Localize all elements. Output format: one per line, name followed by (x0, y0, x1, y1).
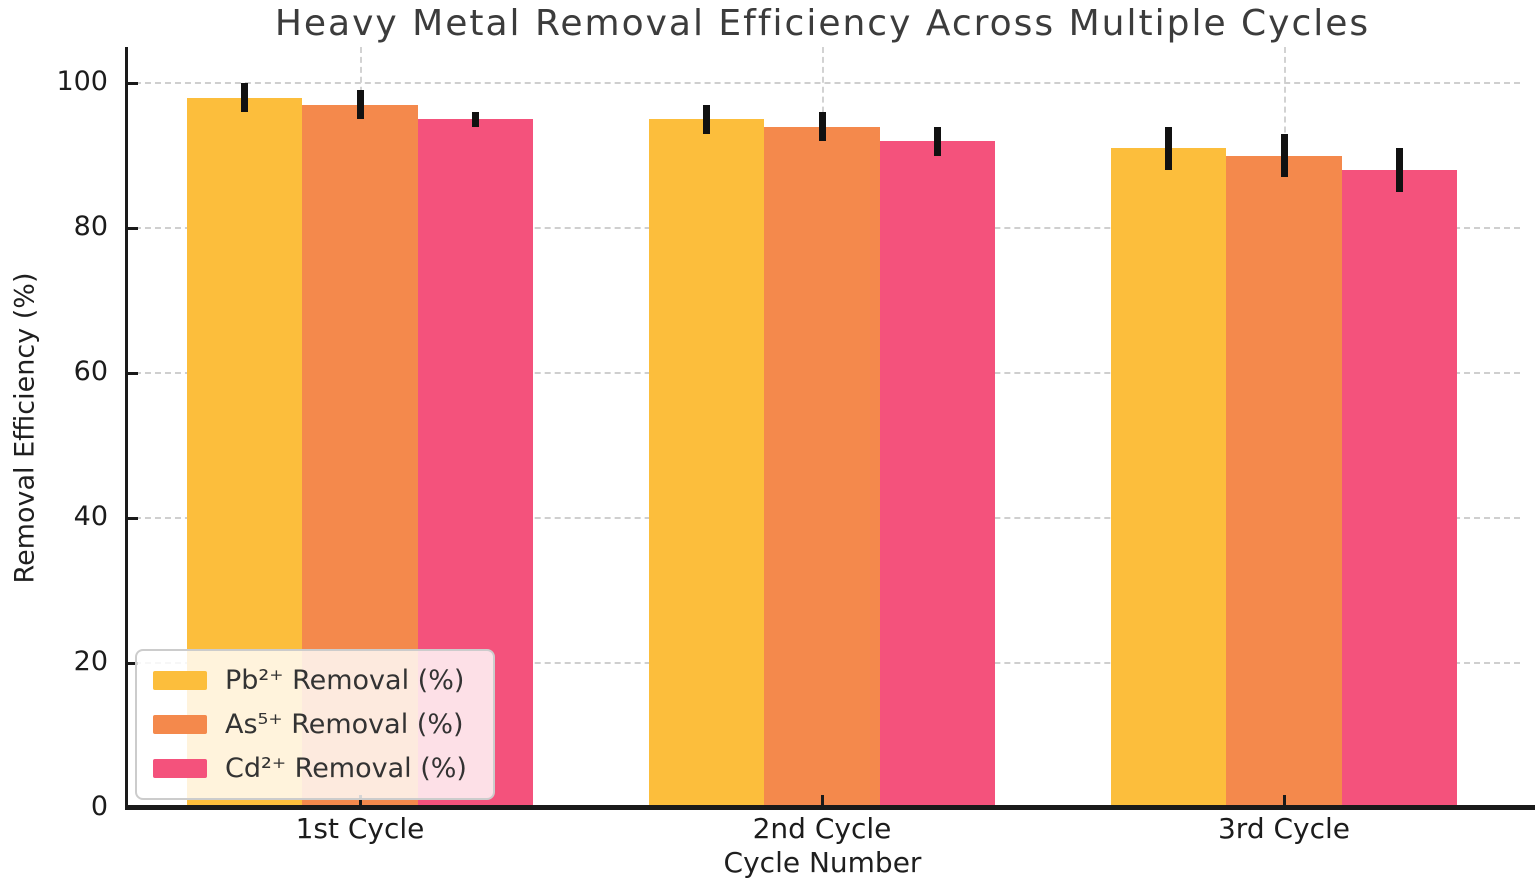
y-tick-label: 80 (73, 211, 108, 243)
error-bar (703, 104, 710, 134)
y-tick-mark (125, 81, 138, 85)
y-tick-mark (125, 371, 138, 375)
chart-title: Heavy Metal Removal Efficiency Across Mu… (274, 3, 1371, 44)
y-axis-label: Removal Efficiency (%) (9, 272, 41, 584)
bar (648, 119, 765, 808)
bar (1341, 170, 1458, 808)
legend-swatch (153, 671, 207, 690)
y-axis-spine (125, 47, 128, 808)
legend-item: Cd²⁺ Removal (%) (153, 753, 467, 784)
legend-swatch (153, 759, 207, 778)
x-axis-spine (125, 805, 1535, 810)
x-tick-label: 3rd Cycle (1217, 812, 1351, 845)
x-tick-mark (1282, 795, 1286, 808)
bar (1110, 148, 1227, 808)
y-tick-mark (125, 661, 138, 665)
error-bar (1396, 148, 1403, 192)
bar (764, 126, 880, 808)
x-tick-mark (358, 795, 362, 808)
y-tick-mark (125, 806, 138, 810)
error-bar (241, 83, 248, 113)
error-bar (1280, 133, 1288, 178)
legend-item: As⁵⁺ Removal (%) (153, 709, 467, 740)
error-bar (934, 126, 941, 156)
error-bar (1165, 126, 1172, 171)
y-tick-mark (125, 226, 138, 230)
error-bar (472, 112, 479, 127)
x-tick-mark (820, 795, 824, 808)
x-tick-label: 2nd Cycle (752, 812, 892, 845)
y-tick-label: 100 (56, 66, 108, 98)
x-axis-label: Cycle Number (723, 846, 922, 879)
legend-label: As⁵⁺ Removal (%) (225, 709, 464, 740)
y-tick-mark (125, 516, 138, 520)
bar (1226, 155, 1342, 808)
error-bar (356, 90, 364, 120)
legend-swatch (153, 715, 207, 734)
y-tick-label: 40 (73, 501, 108, 533)
bar (879, 141, 996, 808)
x-tick-label: 1st Cycle (295, 812, 425, 845)
y-tick-label: 20 (73, 646, 108, 678)
legend: Pb²⁺ Removal (%) As⁵⁺ Removal (%) Cd²⁺ Rem… (135, 649, 495, 800)
horizontal-gridline (125, 82, 1520, 85)
legend-label: Pb²⁺ Removal (%) (225, 665, 465, 696)
y-tick-label: 60 (73, 356, 108, 388)
y-tick-label: 0 (90, 791, 108, 822)
error-bar (818, 112, 826, 142)
legend-label: Cd²⁺ Removal (%) (225, 753, 467, 784)
plot-area: Pb²⁺ Removal (%) As⁵⁺ Removal (%) Cd²⁺ Rem… (125, 47, 1535, 810)
legend-item: Pb²⁺ Removal (%) (153, 665, 467, 696)
